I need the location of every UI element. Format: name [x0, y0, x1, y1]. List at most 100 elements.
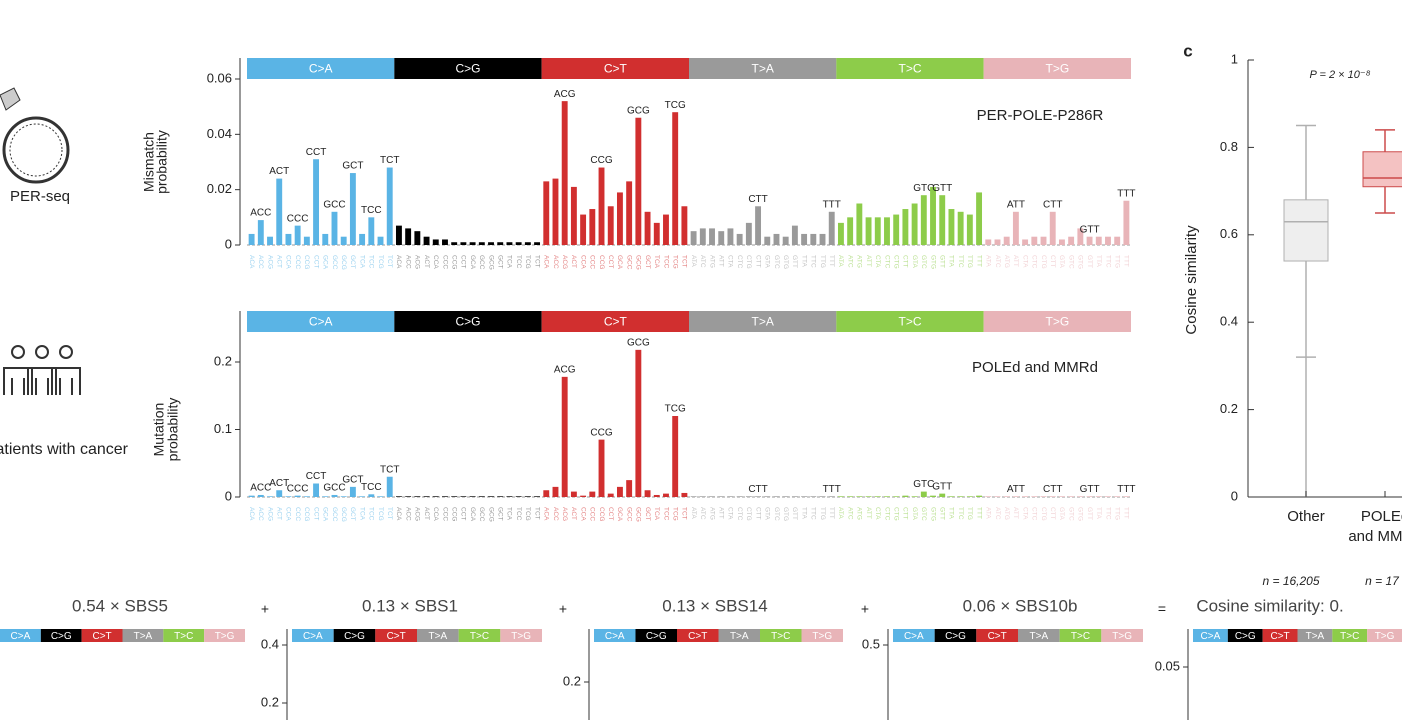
- bar: [377, 236, 384, 245]
- bar: [966, 214, 973, 245]
- bar-label: TTT: [823, 484, 841, 495]
- operator: +: [261, 601, 269, 617]
- y-tick-label: 0.2: [563, 673, 581, 688]
- bar: [745, 222, 752, 245]
- bar: [681, 492, 688, 497]
- tube: [0, 87, 21, 111]
- x-tick-label: TCT: [681, 507, 688, 520]
- bar: [524, 496, 531, 497]
- bar: [1058, 496, 1065, 497]
- bar: [690, 496, 697, 497]
- x-tick-label: CCC: [441, 255, 448, 269]
- x-tick-label: ACT: [570, 255, 577, 268]
- x-tick-label: CTT: [754, 507, 761, 520]
- x-tick-label: GCC: [625, 507, 632, 522]
- group-strip: [983, 58, 1131, 79]
- x-tick-label: ACA: [543, 507, 550, 521]
- group-strip: [635, 629, 677, 642]
- bar: [865, 217, 872, 245]
- x-tick-label: CTA: [874, 507, 881, 520]
- group-strip: [541, 311, 689, 332]
- x-tick-label: CCG: [303, 507, 310, 521]
- x-tick-label: GTT: [939, 255, 946, 268]
- left-label: Patients with cancer: [0, 441, 129, 458]
- x-tick-label: ACC: [257, 507, 264, 521]
- x-tick-label: TCC: [662, 507, 669, 521]
- bar: [930, 495, 936, 497]
- bar: [902, 495, 909, 497]
- group-label: C>G: [945, 631, 966, 642]
- bar: [672, 416, 679, 497]
- bar-label: TCT: [380, 464, 399, 475]
- x-tick-label: ACA: [248, 507, 255, 521]
- bar-label: TTT: [1117, 484, 1135, 495]
- bar: [506, 496, 513, 497]
- group-label: C>G: [1235, 631, 1256, 642]
- x-tick-label: GTT: [791, 255, 798, 268]
- bar: [322, 233, 329, 245]
- x-tick-label: CCC: [294, 255, 301, 269]
- bar: [828, 211, 835, 245]
- x-tick-label: ATG: [708, 255, 715, 268]
- x-tick-label: TCC: [368, 507, 375, 521]
- group-label: C>A: [605, 631, 625, 642]
- group-strip: [292, 629, 334, 642]
- x-tick-label: GCT: [497, 507, 504, 521]
- bar: [819, 233, 826, 245]
- group-strip: [0, 629, 41, 642]
- x-tick-label: GTA: [764, 255, 771, 269]
- operator: +: [559, 601, 567, 617]
- bar: [884, 496, 890, 497]
- group-strip: [760, 629, 802, 642]
- x-tick-label: ATC: [699, 507, 706, 520]
- x-tick-label: TCC: [368, 255, 375, 269]
- x-tick-label: ATA: [690, 507, 697, 519]
- group-label: T>G: [1045, 62, 1069, 76]
- bar: [709, 496, 715, 497]
- x-tick-label: GCA: [469, 507, 476, 522]
- y-tick-label: 0: [225, 236, 232, 251]
- x-tick-label: CCC: [441, 507, 448, 521]
- x-tick-label: ACA: [395, 255, 402, 269]
- bar: [377, 496, 384, 497]
- chart-label: PER-POLE-P286R: [977, 107, 1104, 124]
- x-tick-label: CTC: [1031, 255, 1038, 269]
- bar-label: TTT: [1117, 188, 1135, 199]
- x-tick-label: TCA: [506, 507, 513, 521]
- bar: [257, 220, 264, 245]
- x-tick-label: TCA: [653, 507, 660, 521]
- group-label: T>C: [470, 631, 489, 642]
- x-tick-label: CTG: [745, 255, 752, 269]
- bar: [699, 228, 706, 245]
- bar: [690, 231, 697, 245]
- x-tick-label: TCG: [524, 507, 531, 521]
- x-tick-label: CTG: [892, 255, 899, 269]
- group-label: C>T: [604, 62, 628, 76]
- bar: [1022, 239, 1029, 245]
- bar: [828, 496, 835, 497]
- y-tick-label: 0.4: [261, 636, 279, 651]
- bar: [985, 496, 992, 497]
- group-strip: [500, 629, 542, 642]
- x-tick-label: TCG: [671, 255, 678, 269]
- panel-label: c: [1183, 41, 1192, 60]
- bar: [966, 496, 973, 497]
- bar: [736, 496, 743, 497]
- x-tick-label: ATC: [699, 255, 706, 268]
- bar: [874, 217, 881, 245]
- y-tick-label: 0.04: [207, 126, 232, 141]
- bar: [847, 496, 854, 497]
- bar: [957, 496, 964, 497]
- bar: [561, 376, 568, 497]
- x-tick-label: TCA: [358, 255, 365, 269]
- x-tick-label: TTG: [819, 507, 826, 520]
- bar: [303, 236, 310, 245]
- group-label: T>G: [812, 631, 832, 642]
- x-tick-label: CTT: [754, 255, 761, 268]
- bar: [884, 217, 890, 245]
- x-tick-label: ACT: [423, 255, 430, 268]
- x-tick-label: GTG: [929, 507, 936, 521]
- group-strip: [81, 629, 123, 642]
- x-tick-label: ACA: [248, 255, 255, 269]
- bar: [994, 496, 1001, 497]
